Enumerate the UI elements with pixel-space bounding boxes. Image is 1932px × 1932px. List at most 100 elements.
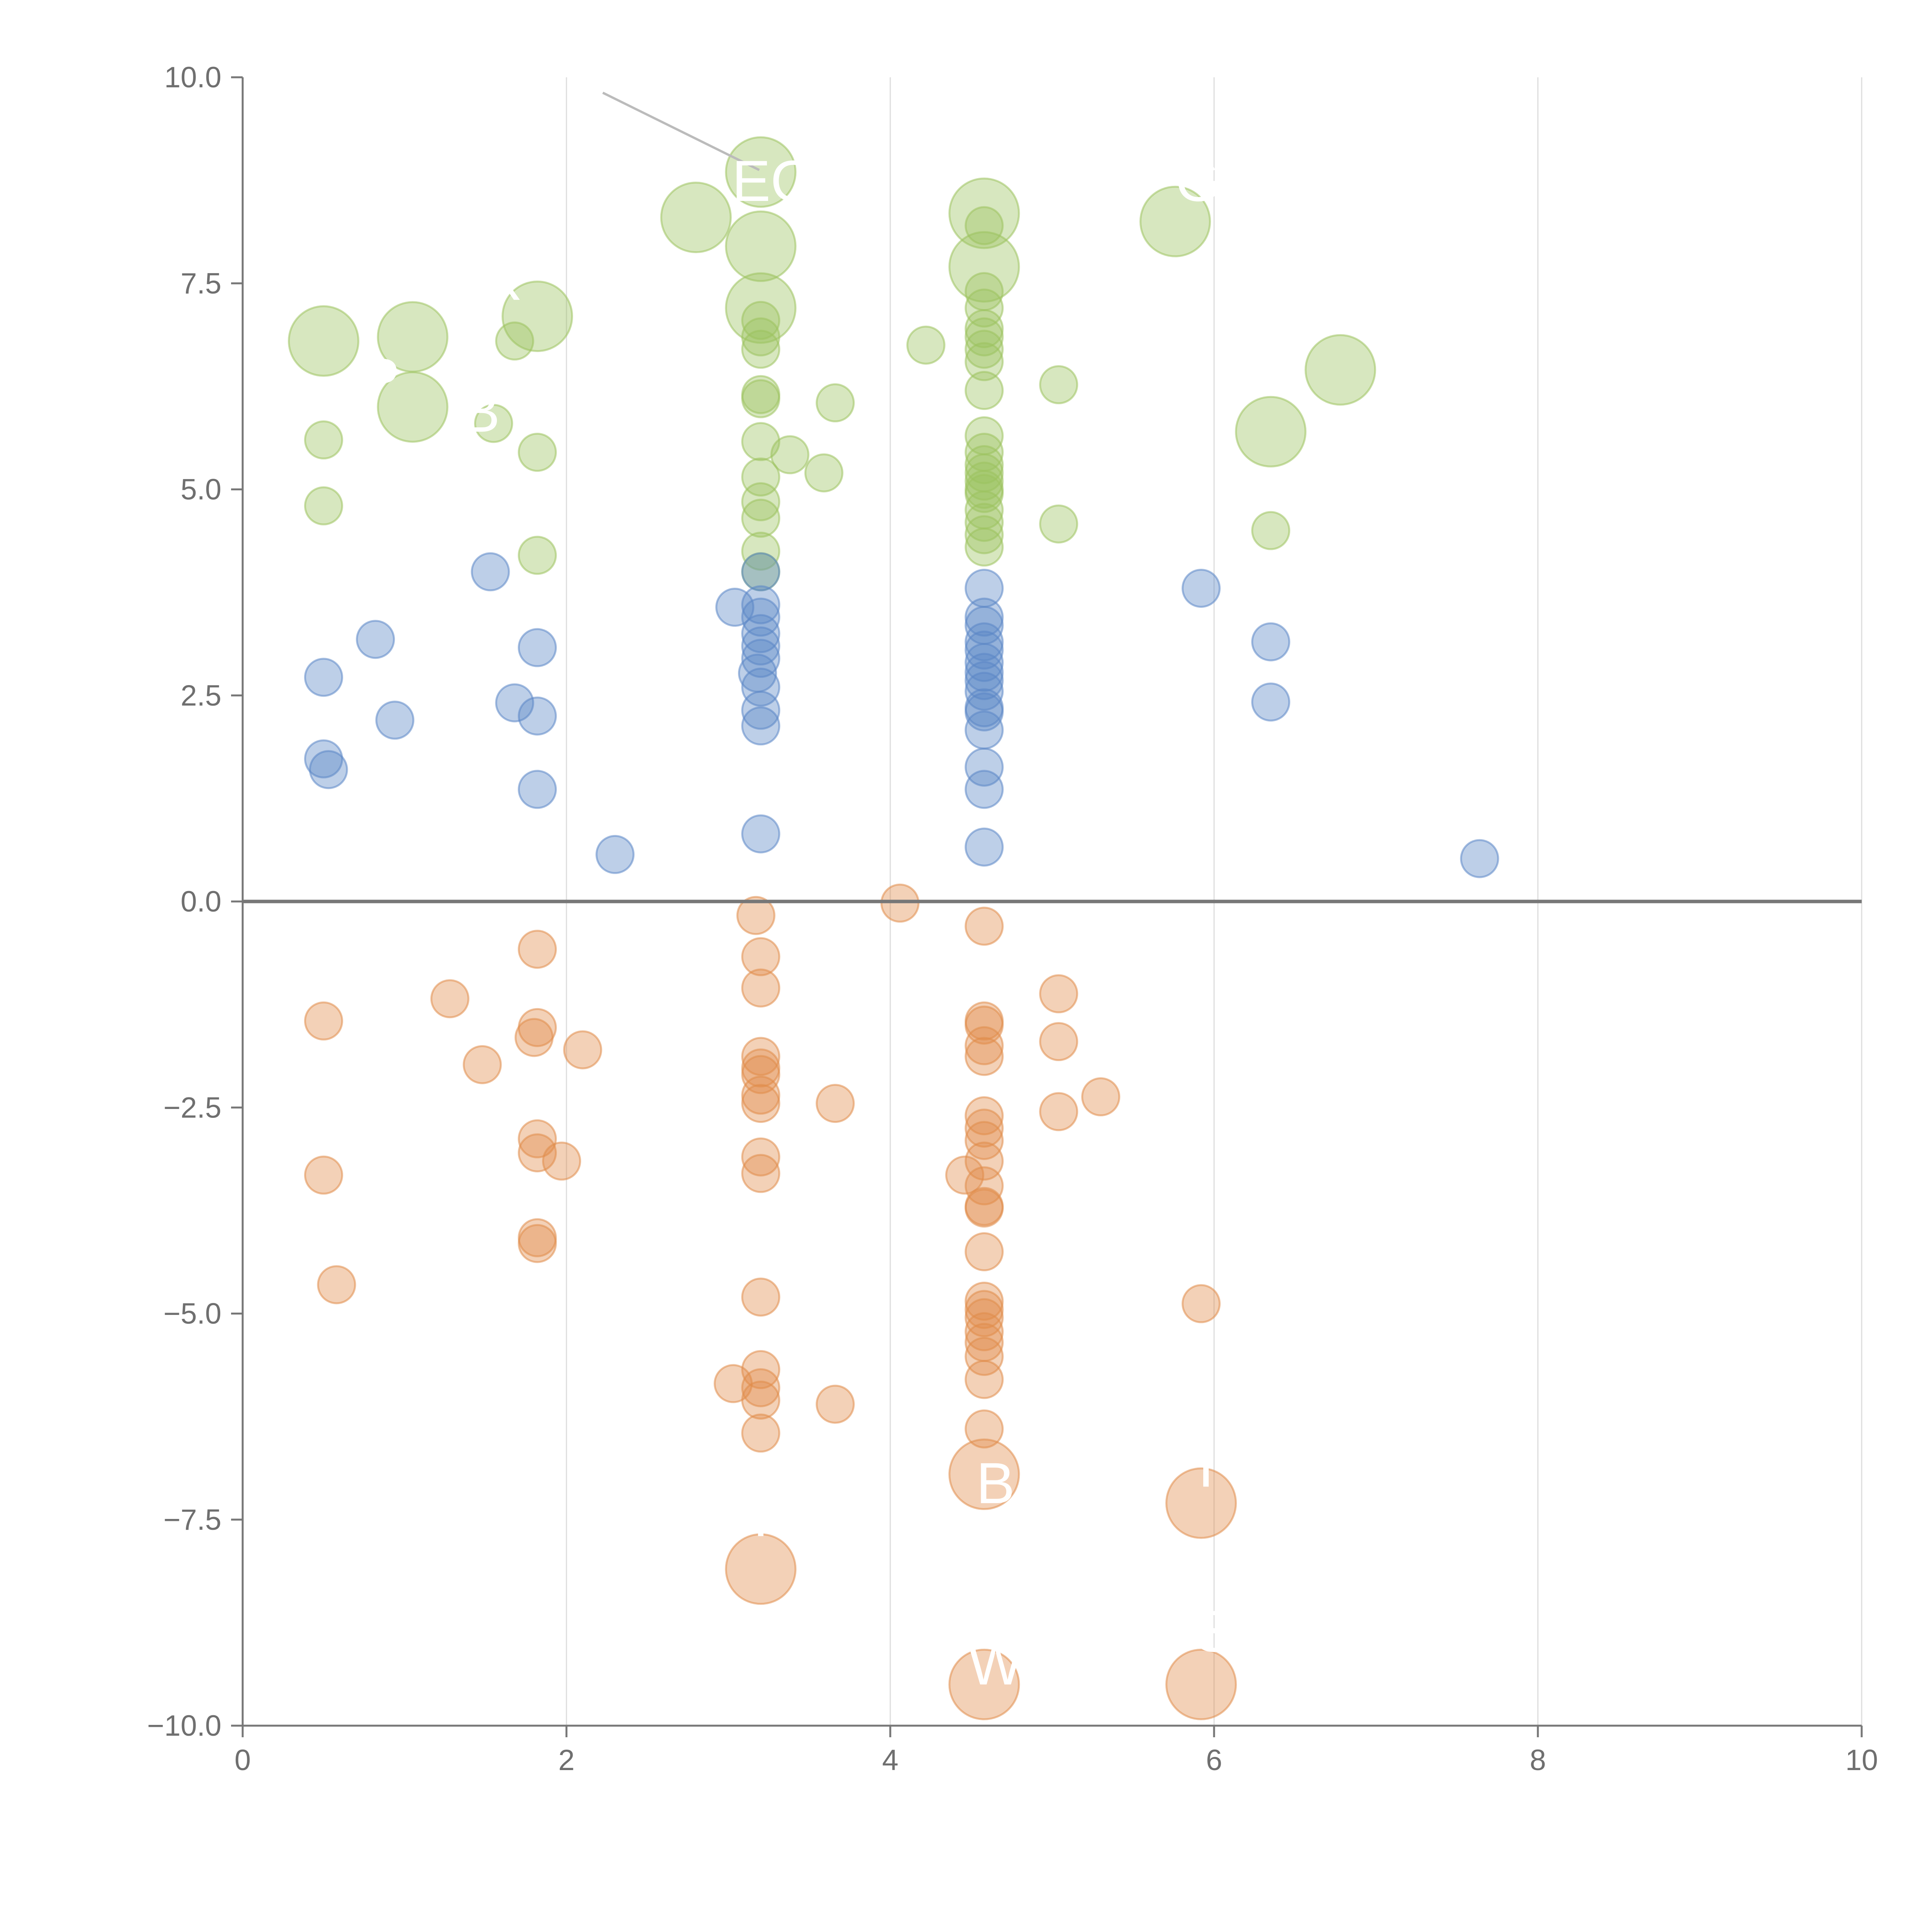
bubble-green xyxy=(377,371,449,443)
bubble-annotation-label: B xyxy=(976,1451,1015,1515)
bubble-green xyxy=(964,515,1004,554)
bubble-orange xyxy=(518,1119,557,1158)
bubble-orange xyxy=(741,1075,781,1115)
bubble-orange xyxy=(964,1188,1004,1228)
bubble-blue xyxy=(356,620,395,659)
bubble-blue xyxy=(471,552,510,592)
bubble-orange xyxy=(317,1265,356,1304)
bubble-green xyxy=(770,435,810,474)
bubble-blue xyxy=(1251,622,1291,662)
bubble-blue xyxy=(304,739,343,779)
bubble-blue xyxy=(741,706,781,746)
bubble-orange xyxy=(964,1232,1004,1272)
bubble-orange xyxy=(741,1413,781,1453)
bubble-orange xyxy=(945,1155,985,1195)
bubble-annotation-label: X xyxy=(482,247,521,312)
y-tick-label: −5.0 xyxy=(163,1298,221,1330)
bubble-blue xyxy=(304,658,343,697)
bubble-annotation-label: B xyxy=(461,379,500,444)
bubble-orange xyxy=(964,1109,1004,1148)
x-tick-label: 2 xyxy=(558,1744,575,1777)
bubble-orange xyxy=(816,1384,855,1424)
bubble-green xyxy=(1039,365,1078,405)
bubble-orange xyxy=(741,1084,781,1123)
bubble-orange xyxy=(964,1337,1004,1376)
bubble-orange xyxy=(1165,1467,1237,1539)
bubble-green xyxy=(964,342,1004,381)
bubble-annotation-label: W xyxy=(968,1632,1023,1697)
y-tick-label: −2.5 xyxy=(163,1091,221,1124)
bubble-layer xyxy=(288,136,1499,1720)
bubble-orange xyxy=(304,1001,343,1041)
bubble-green xyxy=(741,422,781,461)
bubble-green xyxy=(964,461,1004,501)
bubble-green xyxy=(741,330,781,369)
bubble-green xyxy=(964,527,1004,567)
bubble-orange xyxy=(518,1224,557,1263)
bubble-green xyxy=(288,305,359,377)
bubble-annotation-label: I xyxy=(1198,1434,1214,1499)
bubble-green xyxy=(495,321,534,361)
bubble-blue xyxy=(964,661,1004,700)
bubble-orange xyxy=(463,1045,502,1084)
x-tick-label: 0 xyxy=(235,1744,251,1777)
bubble-orange xyxy=(741,1154,781,1193)
bubble-green xyxy=(964,330,1004,369)
bubble-blue xyxy=(1251,682,1291,722)
bubble-green xyxy=(741,531,781,571)
bubble-orange xyxy=(430,979,469,1019)
bubble-orange xyxy=(1181,1284,1221,1323)
bubble-orange xyxy=(741,968,781,1008)
bubble-green xyxy=(741,498,781,538)
bubble-orange xyxy=(964,1121,1004,1160)
bubble-orange xyxy=(304,1155,343,1195)
bubble-blue xyxy=(964,710,1004,750)
bubble-blue xyxy=(375,701,415,740)
bubble-annotation-label: G xyxy=(1175,148,1221,213)
bubble-green xyxy=(741,301,781,340)
bubble-blue xyxy=(964,827,1004,867)
bubble-orange xyxy=(514,1018,554,1057)
bubble-blue xyxy=(964,630,1004,670)
bubble-blue xyxy=(518,696,557,736)
bubble-annotation-label: P xyxy=(361,346,400,411)
bubble-orange xyxy=(1039,1092,1078,1131)
bubble-orange xyxy=(725,1533,797,1605)
bubble-blue xyxy=(964,747,1004,787)
bubble-orange xyxy=(964,1409,1004,1449)
bubble-orange xyxy=(948,1438,1020,1510)
x-tick-label: 6 xyxy=(1206,1744,1222,1777)
bubble-orange xyxy=(816,1084,855,1123)
bubble-orange xyxy=(741,1277,781,1317)
bubble-orange xyxy=(736,896,776,935)
bubble-orange xyxy=(964,1290,1004,1329)
bubble-blue xyxy=(964,622,1004,662)
bubble-orange xyxy=(964,906,1004,946)
bubble-orange xyxy=(518,1133,557,1173)
bubble-blue xyxy=(741,690,781,730)
bubble-green xyxy=(964,474,1004,513)
bubble-green xyxy=(725,210,797,282)
bubble-green xyxy=(502,281,573,352)
y-tick-label: 10.0 xyxy=(164,61,221,94)
bubble-orange xyxy=(964,1166,1004,1206)
bubble-orange xyxy=(1081,1077,1121,1117)
bubble-green xyxy=(660,182,732,253)
x-tick-label: 4 xyxy=(882,1744,898,1777)
bubble-green xyxy=(1251,511,1291,550)
bubble-orange xyxy=(741,1368,781,1407)
bubble-green xyxy=(816,383,855,423)
bubble-orange xyxy=(542,1141,581,1181)
bubble-blue xyxy=(741,597,781,637)
bubble-orange xyxy=(964,1005,1004,1045)
bubble-annotation-label: S xyxy=(1195,1599,1233,1664)
bubble-orange xyxy=(964,1037,1004,1076)
bubble-green xyxy=(1304,334,1376,406)
bubble-blue xyxy=(518,628,557,667)
bubble-green xyxy=(964,309,1004,349)
bubble-green xyxy=(1039,504,1078,544)
bubble-blue xyxy=(964,770,1004,809)
bubble-blue xyxy=(741,814,781,854)
